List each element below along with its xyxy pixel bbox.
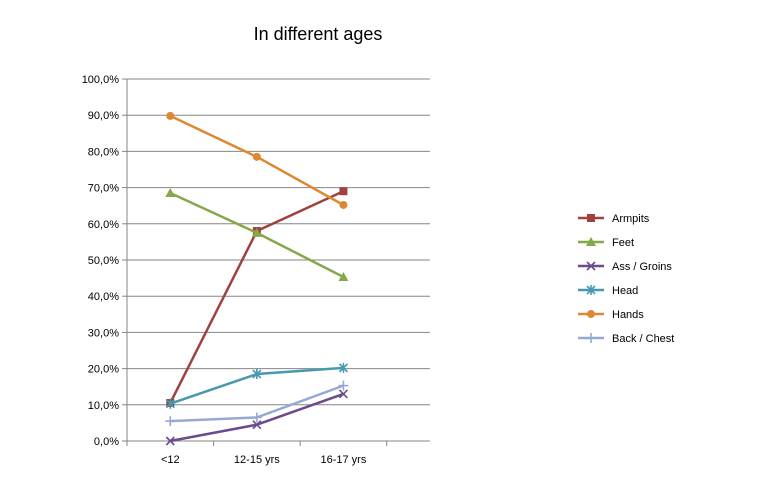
y-tick-label: 60,0% [88,219,119,231]
y-tick-label: 100,0% [82,74,120,86]
legend-item-feet: Feet [578,237,634,249]
legend-marker [586,261,596,271]
legend-marker [586,237,596,246]
y-tick-label: 90,0% [88,110,119,122]
series-lines [165,111,349,446]
y-tick-label: 10,0% [88,400,119,412]
series-feet [165,188,349,282]
data-point [251,227,262,237]
legend-label: Back / Chest [612,333,674,345]
y-tick-label: 70,0% [88,183,119,195]
legend-label: Ass / Groins [612,261,672,273]
data-point [251,412,262,423]
data-point [166,111,175,120]
x-tick-label: <12 [161,454,180,466]
data-point [339,187,348,196]
data-point [165,436,175,446]
data-point [165,398,175,409]
data-point [338,272,349,282]
data-point [252,369,262,380]
legend-item-armpits: Armpits [578,213,650,225]
legend-label: Feet [612,237,634,249]
data-point [252,152,261,161]
legend-label: Head [612,285,638,297]
legend-marker [586,285,596,295]
data-point [338,362,348,373]
y-tick-label: 30,0% [88,327,119,339]
gridlines [127,78,430,442]
x-tick-label: 12-15 yrs [234,454,280,466]
y-tick-label: 40,0% [88,291,119,303]
series-head [165,362,348,409]
series-back-chest [165,380,349,427]
data-point [165,416,176,427]
data-point [252,420,262,430]
legend-label: Armpits [612,213,650,225]
y-tick-label: 0,0% [94,436,119,448]
y-tick-label: 20,0% [88,364,119,376]
legend-marker [587,214,595,222]
legend-item-head: Head [578,285,638,297]
data-point [339,200,348,209]
legend: Armpits Feet Ass / Groins Head Hands Back / C… [578,213,674,345]
series-ass-groins [165,389,348,446]
data-point [338,380,349,391]
legend-marker [587,310,595,318]
data-point [338,389,348,399]
legend-item-hands: Hands [578,309,644,321]
chart-title: In different ages [254,24,383,44]
x-tick-label: 16-17 yrs [320,454,366,466]
legend-item-back-chest: Back / Chest [578,333,674,345]
y-tick-label: 80,0% [88,146,119,158]
axes: 0,0% 10,0% 20,0% 30,0% 40,0% 50,0% 60,0% 70,0% 8… [82,74,388,466]
legend-marker [586,333,596,343]
y-tick-label: 50,0% [88,255,119,267]
legend-item-ass-groins: Ass / Groins [578,261,672,273]
series-hands [166,111,348,209]
data-point [165,188,176,198]
legend-label: Hands [612,309,644,321]
